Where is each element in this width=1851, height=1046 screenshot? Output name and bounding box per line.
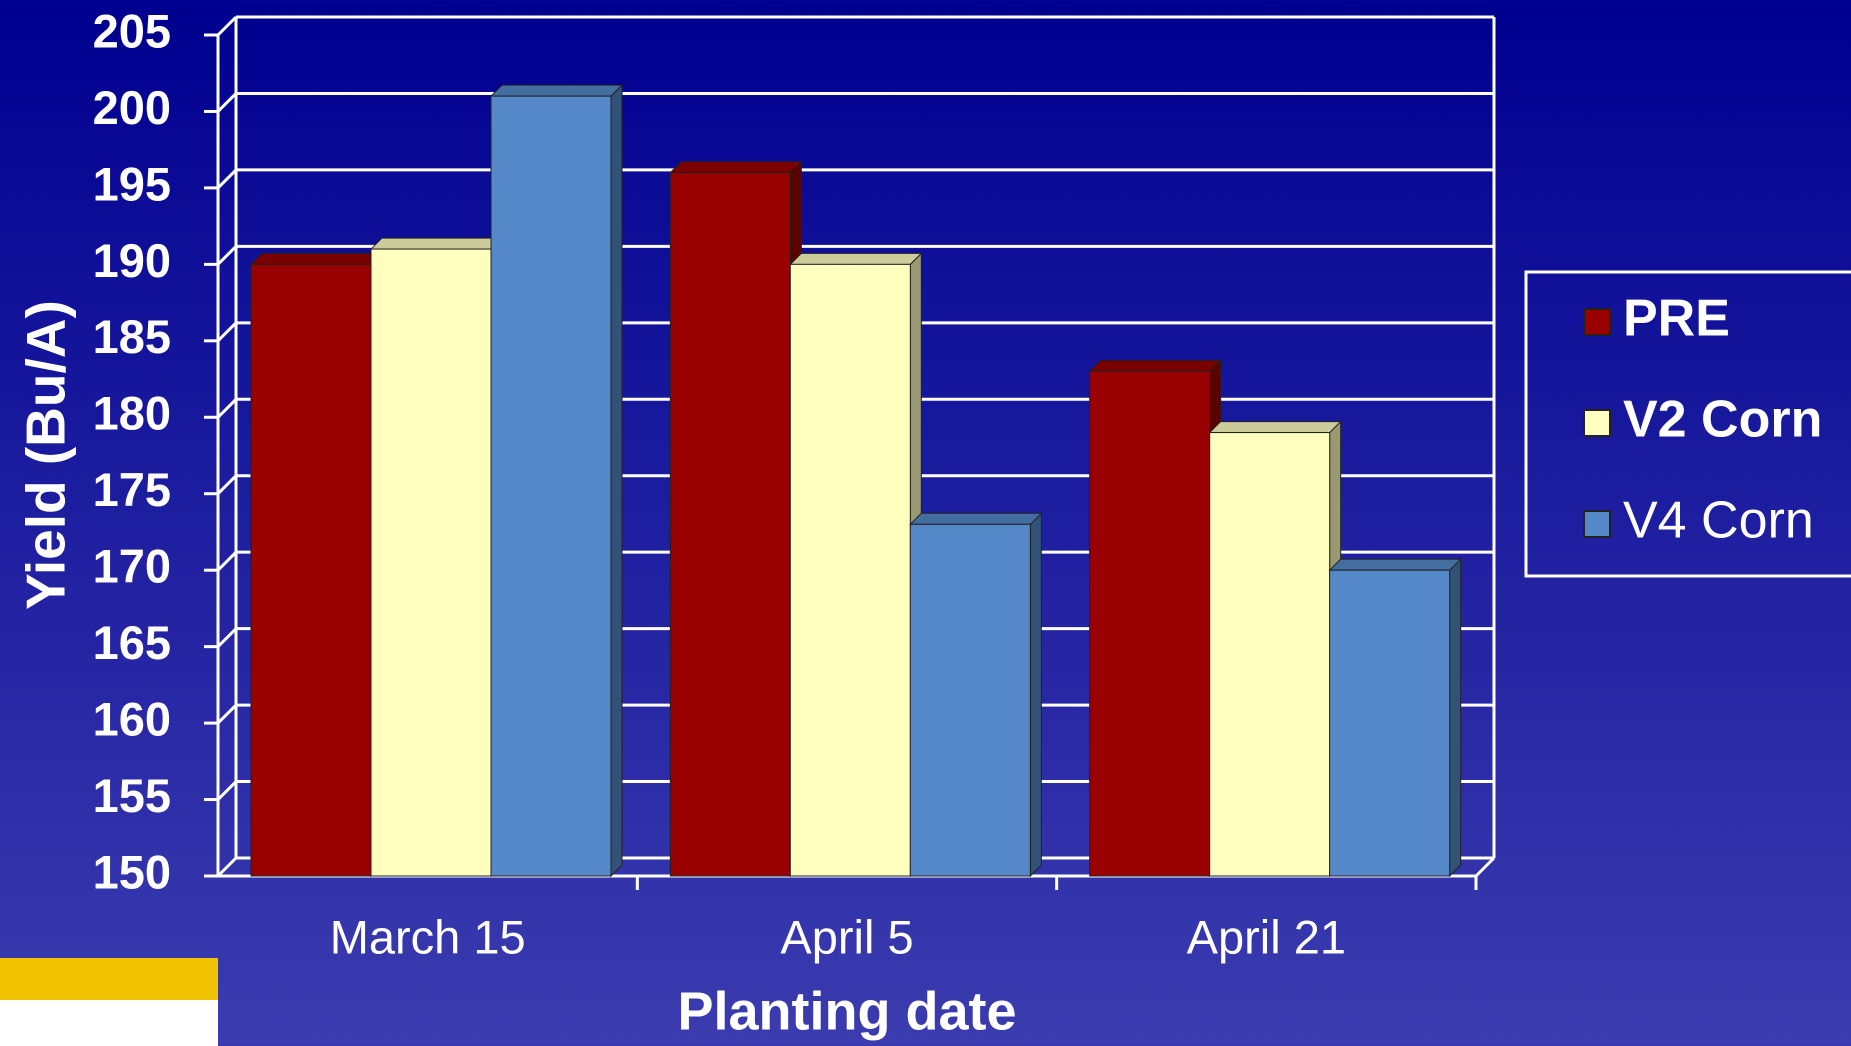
bar-top bbox=[909, 512, 1043, 525]
x-tick-label: April 21 bbox=[1187, 910, 1346, 963]
y-tick-label: 205 bbox=[93, 4, 171, 57]
grid-line bbox=[216, 474, 238, 495]
bar bbox=[1209, 432, 1331, 877]
grid-line bbox=[216, 92, 238, 113]
y-axis-title: Yield (Bu/A) bbox=[15, 300, 77, 610]
x-tick-label: March 15 bbox=[330, 910, 526, 963]
x-axis-title: Planting date bbox=[677, 981, 1016, 1041]
y-tick-label: 175 bbox=[93, 463, 171, 516]
y-tick-label: 180 bbox=[93, 387, 171, 440]
bar bbox=[789, 263, 911, 877]
axis-line bbox=[1474, 856, 1496, 878]
bar bbox=[1329, 569, 1451, 877]
legend-box bbox=[1524, 270, 1851, 578]
bar bbox=[909, 523, 1031, 877]
legend-swatch bbox=[1583, 409, 1611, 437]
grid-line bbox=[216, 398, 238, 419]
bar bbox=[250, 263, 372, 877]
legend-swatch bbox=[1583, 510, 1611, 538]
grid-line bbox=[216, 551, 238, 572]
grid-line bbox=[216, 856, 238, 878]
y-tick-label: 165 bbox=[93, 616, 171, 669]
y-tick-label: 150 bbox=[93, 845, 171, 898]
bar-top bbox=[489, 84, 624, 97]
grid-line bbox=[216, 245, 238, 266]
bar-side bbox=[1449, 557, 1462, 878]
bar bbox=[370, 248, 492, 877]
bar-top bbox=[1328, 558, 1462, 571]
grid-line bbox=[216, 321, 238, 342]
bar bbox=[1089, 370, 1211, 877]
legend-label: PRE bbox=[1623, 290, 1730, 348]
grid-line bbox=[216, 780, 238, 801]
bar bbox=[490, 95, 612, 877]
y-tick-label: 185 bbox=[93, 310, 171, 363]
logo-band bbox=[0, 958, 218, 1000]
logo-band bbox=[0, 1000, 218, 1046]
y-tick-label: 160 bbox=[93, 693, 171, 746]
grid-line bbox=[216, 627, 238, 648]
legend-label: V2 Corn bbox=[1623, 391, 1822, 449]
bar-top bbox=[1088, 359, 1222, 372]
bar bbox=[669, 172, 791, 877]
bar-top bbox=[1208, 421, 1342, 434]
y-tick-label: 170 bbox=[93, 540, 171, 593]
grid-line bbox=[216, 704, 238, 725]
legend-label: V4 Corn bbox=[1623, 492, 1814, 550]
x-tick-label: April 5 bbox=[780, 910, 913, 963]
bar-top bbox=[369, 237, 504, 250]
bar-top bbox=[249, 252, 384, 265]
grid-line bbox=[216, 168, 238, 189]
y-tick-label: 195 bbox=[93, 157, 171, 210]
bar-side bbox=[610, 83, 623, 878]
bar-top bbox=[789, 252, 923, 265]
y-tick-label: 190 bbox=[93, 234, 171, 287]
grid-line bbox=[216, 15, 238, 37]
legend-swatch bbox=[1583, 308, 1611, 336]
bar-top bbox=[669, 161, 803, 174]
y-tick-label: 155 bbox=[93, 769, 171, 822]
y-tick-label: 200 bbox=[93, 81, 171, 134]
bar-side bbox=[1029, 512, 1042, 878]
